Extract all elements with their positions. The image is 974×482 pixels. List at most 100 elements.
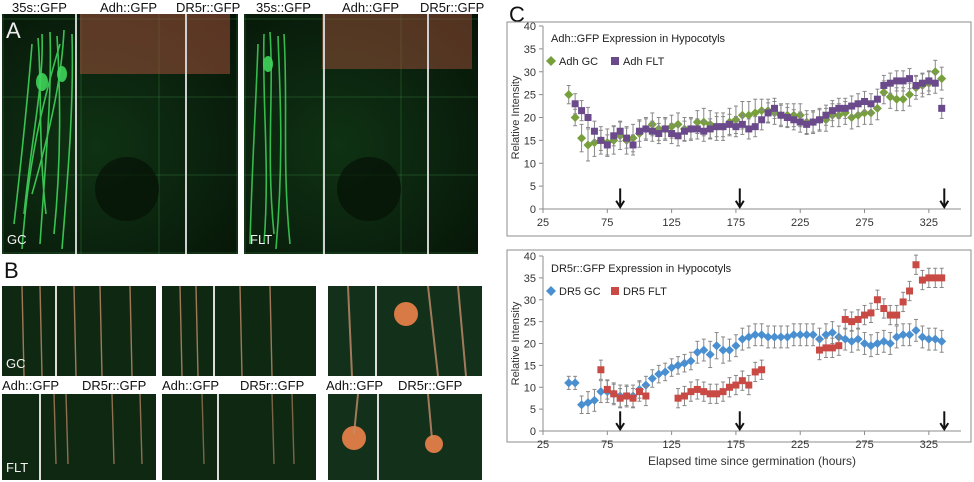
data-point bbox=[597, 366, 605, 374]
panel-b-gc-tag: GC bbox=[6, 356, 26, 371]
panel-b-label-dr5r-3: DR5r::GFP bbox=[398, 378, 463, 393]
data-point bbox=[886, 79, 894, 87]
panel-a-label-dr5r-flt: DR5r::GFP bbox=[420, 0, 485, 15]
y-axis-label: Relative Intensity bbox=[510, 75, 522, 159]
data-point bbox=[596, 387, 606, 397]
data-point bbox=[816, 116, 824, 124]
data-point bbox=[564, 90, 574, 100]
x-tick-label: 325 bbox=[920, 217, 938, 229]
data-point bbox=[911, 325, 921, 335]
x-tick-label: 125 bbox=[662, 217, 680, 229]
data-point bbox=[802, 330, 812, 340]
data-point bbox=[725, 120, 733, 128]
data-point bbox=[706, 125, 714, 133]
panel-b-label-adh-2: Adh::GFP bbox=[162, 378, 220, 393]
panel-b-gc-middle-photo bbox=[162, 286, 316, 376]
data-point bbox=[880, 81, 888, 89]
data-point bbox=[564, 378, 574, 388]
data-point bbox=[635, 388, 643, 396]
panel-b-label-dr5r-1: DR5r::GFP bbox=[82, 378, 147, 393]
panel-b-letter: B bbox=[4, 258, 19, 283]
panel-a-flt-photo: FLT bbox=[244, 14, 478, 254]
data-point bbox=[873, 95, 881, 103]
data-point bbox=[758, 116, 766, 124]
data-point bbox=[718, 345, 728, 355]
y-tick-label: 10 bbox=[524, 382, 536, 394]
legend-marker bbox=[546, 56, 556, 66]
data-point bbox=[912, 261, 920, 269]
chart-title: DR5r::GFP Expression in Hypocotyls bbox=[551, 263, 732, 275]
data-point bbox=[815, 334, 825, 344]
x-tick-label: 275 bbox=[855, 217, 873, 229]
data-point bbox=[610, 390, 618, 398]
y-tick-label: 35 bbox=[524, 273, 536, 285]
data-point bbox=[770, 332, 780, 342]
data-point bbox=[731, 341, 741, 351]
data-point bbox=[629, 394, 637, 402]
data-point bbox=[898, 330, 908, 340]
panel-b-gc-adh-dr5-photo: GC bbox=[2, 286, 156, 376]
data-point bbox=[912, 81, 920, 89]
data-point bbox=[764, 109, 772, 117]
data-point bbox=[898, 94, 908, 104]
data-point bbox=[803, 120, 811, 128]
data-point bbox=[892, 94, 902, 104]
data-point bbox=[861, 311, 869, 319]
x-tick-label: 175 bbox=[727, 217, 745, 229]
data-point bbox=[725, 383, 733, 391]
data-point bbox=[719, 388, 727, 396]
data-point bbox=[822, 344, 830, 352]
data-point bbox=[693, 125, 701, 133]
panel-b-gc-zoom-photo bbox=[328, 286, 482, 376]
data-point bbox=[751, 123, 759, 131]
legend-marker bbox=[611, 57, 619, 65]
data-point bbox=[861, 97, 869, 105]
data-point bbox=[777, 111, 785, 119]
y-tick-label: 0 bbox=[530, 426, 536, 438]
data-point bbox=[706, 390, 714, 398]
x-tick-label: 25 bbox=[537, 217, 549, 229]
y-tick-label: 20 bbox=[524, 339, 536, 351]
data-point bbox=[917, 332, 927, 342]
x-tick-label: 25 bbox=[537, 439, 549, 451]
x-axis-label: Elapsed time since germination (hours) bbox=[648, 454, 856, 468]
data-point bbox=[790, 116, 798, 124]
data-point bbox=[873, 296, 881, 304]
data-point bbox=[623, 392, 631, 400]
data-point bbox=[623, 134, 631, 142]
x-tick-label: 75 bbox=[601, 439, 613, 451]
y-axis-label: Relative Intensity bbox=[510, 301, 522, 385]
panel-a-label-adh-flt: Adh::GFP bbox=[342, 0, 400, 15]
data-point bbox=[782, 332, 792, 342]
y-tick-label: 25 bbox=[524, 90, 536, 102]
data-point bbox=[848, 102, 856, 110]
data-point bbox=[745, 125, 753, 133]
data-point bbox=[693, 385, 701, 393]
data-point bbox=[635, 127, 643, 135]
arrow-head bbox=[615, 422, 626, 432]
data-point bbox=[841, 315, 849, 323]
legend-label: DR5 FLT bbox=[623, 286, 667, 298]
seedling-roots-gc-image bbox=[13, 14, 230, 254]
data-point bbox=[828, 107, 836, 115]
data-point bbox=[603, 141, 611, 149]
data-point bbox=[590, 127, 598, 135]
data-point bbox=[661, 125, 669, 133]
data-point bbox=[835, 342, 843, 350]
y-tick-label: 5 bbox=[530, 181, 536, 193]
arrow-head bbox=[734, 200, 745, 210]
data-point bbox=[795, 330, 805, 340]
data-point bbox=[616, 394, 624, 402]
data-point bbox=[641, 380, 651, 390]
x-tick-label: 275 bbox=[855, 439, 873, 451]
panel-a-flt-tag: FLT bbox=[250, 232, 273, 247]
data-point bbox=[809, 118, 817, 126]
arrow-head bbox=[939, 422, 950, 432]
panel-a-label-35s-flt: 35s::GFP bbox=[256, 0, 311, 15]
data-point bbox=[750, 108, 760, 118]
data-point bbox=[763, 332, 773, 342]
data-point bbox=[854, 100, 862, 108]
data-point bbox=[860, 108, 870, 118]
data-point bbox=[789, 330, 799, 340]
seedling-roots-flt-image bbox=[249, 14, 472, 254]
